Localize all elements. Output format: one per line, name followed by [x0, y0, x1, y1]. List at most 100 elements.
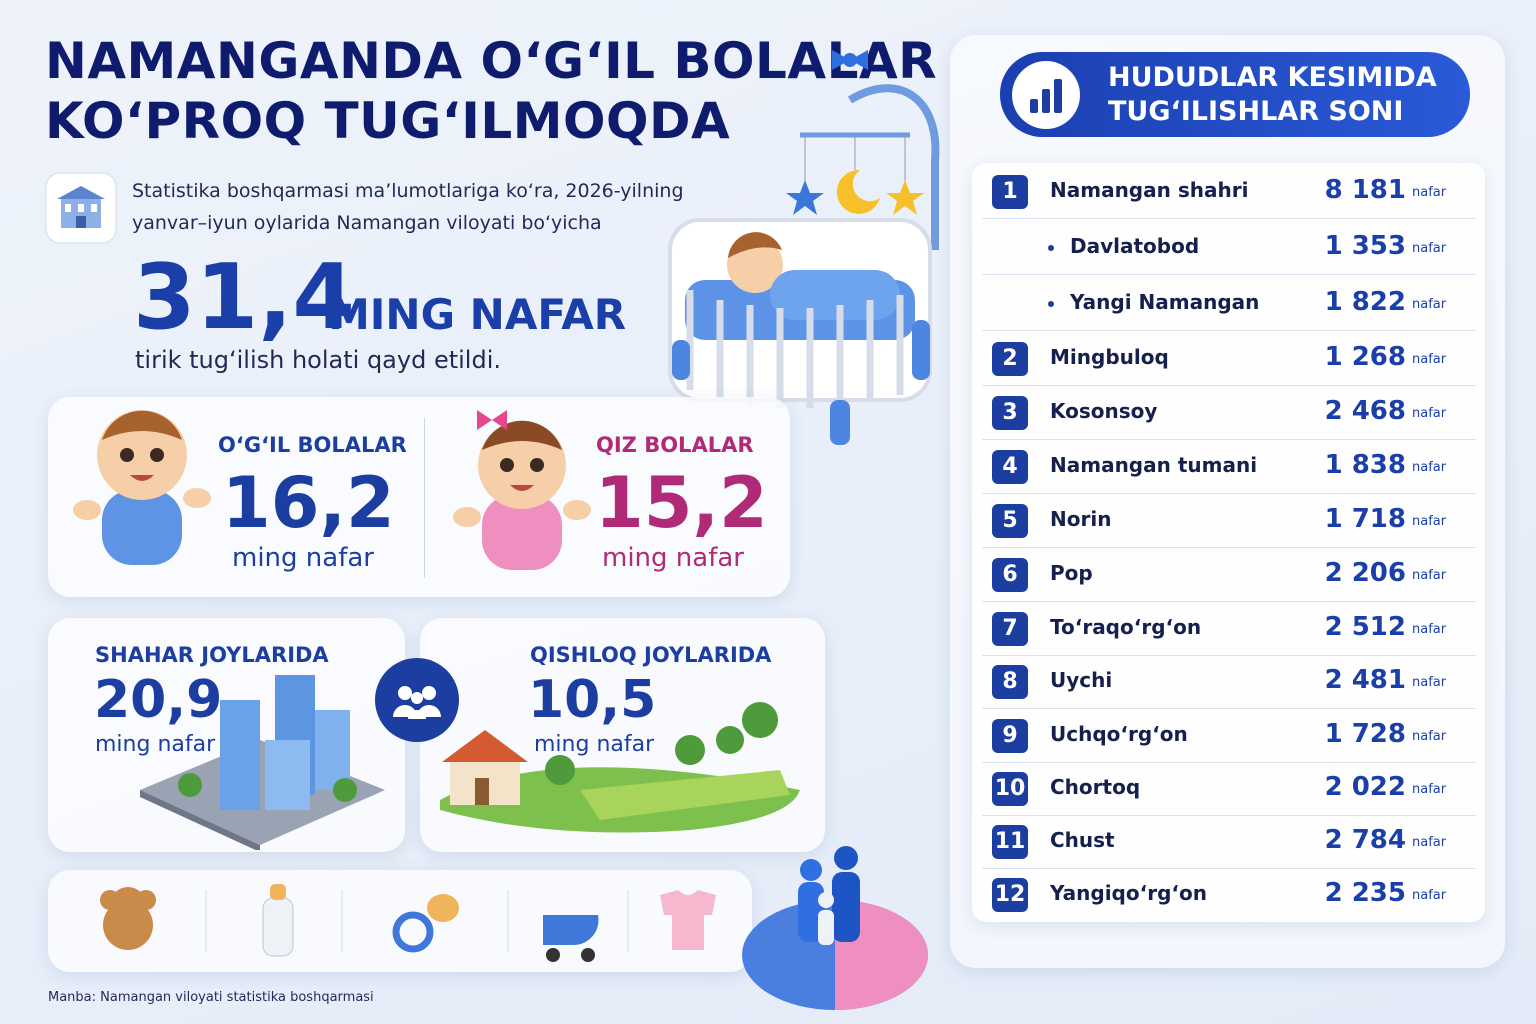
- decoration: [530, 458, 544, 472]
- decoration: [150, 448, 164, 462]
- row-separator: [982, 815, 1476, 816]
- decoration: [178, 773, 202, 797]
- decoration: [453, 507, 481, 527]
- intro-text: yanvar–iyun oylarida Namangan viloyati b…: [132, 212, 602, 234]
- count-unit: nafar: [1412, 297, 1447, 312]
- rank-badge: 2: [992, 342, 1028, 376]
- decoration: [102, 490, 182, 565]
- decoration: [912, 320, 930, 380]
- rank-badge: 4: [992, 450, 1028, 484]
- rank-badge: 1: [992, 175, 1028, 209]
- table-row: 7 To‘raqo‘rg‘on 2 512 nafar: [982, 602, 1476, 656]
- decoration: [832, 872, 860, 942]
- people-icon: [375, 658, 459, 742]
- urban-label: SHAHAR JOYLARIDA: [95, 643, 329, 667]
- decoration: [510, 485, 534, 491]
- decoration: [140, 790, 260, 850]
- total-unit: MING NAFAR: [328, 290, 627, 339]
- decoration: [120, 448, 134, 462]
- urban-value: 20,9: [94, 670, 223, 730]
- decoration: [442, 730, 528, 762]
- rank-badge: 6: [992, 558, 1028, 592]
- birth-count: 1 822: [1324, 287, 1406, 317]
- table-box: [972, 163, 1485, 922]
- table-title: HUDUDLAR KESIMIDA: [1108, 62, 1437, 93]
- decoration: [73, 500, 101, 520]
- decoration: [78, 204, 84, 212]
- count-unit: nafar: [1412, 888, 1447, 903]
- count-unit: nafar: [1412, 622, 1447, 637]
- decoration: [834, 846, 858, 870]
- decoration: [110, 887, 146, 923]
- intro-text: Statistika boshqarmasi ma’lumotlariga ko…: [132, 180, 684, 202]
- decoration: [1054, 79, 1062, 113]
- decoration: [65, 204, 71, 212]
- district-name: Yangiqo‘rg‘on: [1050, 881, 1207, 905]
- table-row: 1 Namangan shahri 8 181 nafar: [982, 165, 1476, 219]
- girls-unit: ming nafar: [602, 543, 744, 573]
- decoration: [580, 770, 790, 820]
- table-row: 10 Chortoq 2 022 nafar: [982, 762, 1476, 816]
- row-separator: [982, 708, 1476, 709]
- table-row: 6 Pop 2 206 nafar: [982, 548, 1476, 602]
- district-name: Chust: [1050, 828, 1115, 852]
- table-row: 5 Norin 1 718 nafar: [982, 494, 1476, 548]
- rural-value: 10,5: [528, 670, 657, 730]
- decoration: [1030, 99, 1038, 113]
- decoration: [672, 340, 690, 380]
- birth-count: 1 718: [1324, 504, 1406, 534]
- birth-count: 2 235: [1324, 878, 1406, 908]
- sub-bullet: [1048, 245, 1054, 251]
- row-separator: [982, 439, 1476, 440]
- row-separator: [982, 274, 1476, 275]
- decoration: [100, 887, 156, 950]
- row-separator: [982, 218, 1476, 219]
- row-separator: [982, 762, 1476, 763]
- girls-label: QIZ BOLALAR: [596, 433, 754, 457]
- building-icon: [45, 172, 117, 244]
- rank-badge: 5: [992, 504, 1028, 538]
- rank-badge: 12: [992, 878, 1028, 912]
- decoration: [843, 53, 857, 67]
- urban-unit: ming nafar: [95, 732, 216, 757]
- count-unit: nafar: [1412, 460, 1447, 475]
- count-unit: nafar: [1412, 406, 1447, 421]
- table-row: 2 Mingbuloq 1 268 nafar: [982, 332, 1476, 386]
- district-name: Namangan tumani: [1050, 453, 1258, 477]
- table-row: 8 Uychi 2 481 nafar: [982, 655, 1476, 709]
- district-name: Uychi: [1050, 668, 1113, 692]
- count-unit: nafar: [1412, 352, 1447, 367]
- decoration: [333, 778, 357, 802]
- total-number: 31,4: [133, 245, 356, 350]
- decoration: [1042, 89, 1050, 113]
- decoration: [220, 700, 260, 810]
- crib-illustration: [668, 50, 940, 445]
- row-separator: [982, 547, 1476, 548]
- birth-count: 1 838: [1324, 450, 1406, 480]
- decoration: [847, 84, 940, 250]
- decoration: [886, 180, 924, 215]
- district-name: Namangan shahri: [1050, 178, 1249, 202]
- table-row: 12 Yangiqo‘rg‘on 2 235 nafar: [982, 868, 1476, 922]
- birth-count: 2 512: [1324, 612, 1406, 642]
- row-separator: [982, 868, 1476, 869]
- decoration: [91, 204, 97, 212]
- decoration: [836, 169, 880, 214]
- table-row: 9 Uchqo‘rg‘on 1 728 nafar: [982, 709, 1476, 763]
- decoration: [546, 948, 560, 962]
- decoration: [76, 216, 86, 228]
- decoration: [270, 884, 286, 900]
- decoration: [798, 882, 824, 942]
- count-unit: nafar: [1412, 568, 1447, 583]
- decoration: [543, 915, 599, 946]
- decoration: [563, 500, 591, 520]
- row-separator: [982, 601, 1476, 602]
- decoration: [398, 686, 412, 700]
- city-illustration: [140, 675, 385, 850]
- rank-badge: 11: [992, 825, 1028, 859]
- rank-badge: 9: [992, 719, 1028, 753]
- decoration: [686, 290, 904, 408]
- decoration: [830, 400, 850, 445]
- district-name: Kosonsoy: [1050, 399, 1158, 423]
